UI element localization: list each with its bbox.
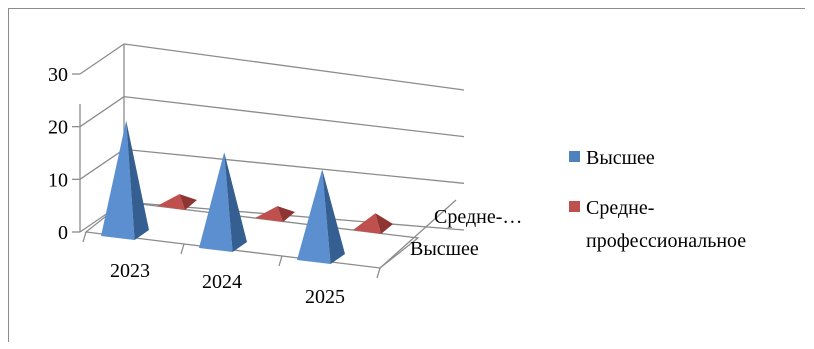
gridline-back-2 <box>123 96 465 138</box>
x-tick-label-0: 2023 <box>110 260 150 282</box>
depth-tick-label-0: Средне-… <box>434 206 522 228</box>
pyramid-s0-1-face-side <box>224 152 247 252</box>
pyramid-s1-1-face-front <box>255 206 283 222</box>
y-tick-label-2: 20 <box>48 117 68 139</box>
legend-swatch-sredne <box>569 201 580 212</box>
gridline-side-2 <box>79 96 125 128</box>
floor-right-edge <box>379 199 457 269</box>
pyramid-s0-0-face-side <box>126 120 149 240</box>
pyramid-s0-2-face-side <box>322 169 345 264</box>
x-tick-mark-3 <box>376 267 381 279</box>
depth-tick-label-1: Высшее <box>410 238 479 260</box>
chart-frame <box>8 8 805 342</box>
gridlines <box>72 43 465 233</box>
y-axis-ticks: 0 10 20 30 <box>48 64 68 244</box>
y-tick-label-1: 10 <box>48 169 68 191</box>
y-tick-label-3: 30 <box>48 64 68 86</box>
y-tick-label-0: 0 <box>58 222 68 244</box>
chart-walls <box>79 44 457 279</box>
x-tick-mark-2 <box>278 255 283 267</box>
pyramid-s1-0-face-front <box>157 194 185 210</box>
chart-marks <box>101 120 393 264</box>
legend-label-sredne-line2: профессиональное <box>586 230 746 252</box>
legend-label-sredne-line1: Средне- <box>586 197 654 219</box>
pyramid-s1-0-face-side <box>179 194 197 210</box>
depth-axis-ticks: Средне-… Высшее <box>410 206 522 260</box>
pyramid-s1-1-face-side <box>277 206 295 222</box>
gridline-side-3 <box>79 43 125 75</box>
pyramid-s0-1-face-front <box>199 152 233 252</box>
gridline-back-1 <box>123 148 465 184</box>
x-tick-mark-1 <box>180 243 185 255</box>
x-tick-label-2: 2025 <box>305 286 345 308</box>
legend-swatch-vysshee <box>569 151 580 162</box>
gridline-side-1 <box>79 148 125 180</box>
x-tick-mark-0 <box>82 231 87 243</box>
legend: Высшее Средне- профессиональное <box>569 147 746 252</box>
pyramid-s1-2-face-front <box>353 213 381 234</box>
pyramid-s0-2-face-front <box>297 169 331 264</box>
legend-label-vysshee: Высшее <box>586 147 655 169</box>
x-axis-ticks: 2023 2024 2025 <box>110 260 345 308</box>
gridline-back-3 <box>123 43 465 91</box>
pyramid-s0-0-face-front <box>101 120 135 240</box>
x-tick-label-1: 2024 <box>202 271 242 293</box>
pyramid-s1-2-face-side <box>375 213 393 234</box>
